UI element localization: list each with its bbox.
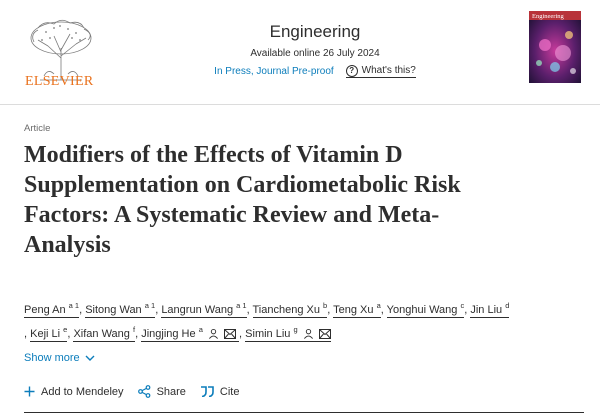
person-icon xyxy=(303,329,313,339)
whats-this-link[interactable]: ? What's this? xyxy=(345,65,416,78)
author-name: Teng Xu xyxy=(333,304,374,316)
author-name: Keji Li xyxy=(30,328,61,340)
cite-label: Cite xyxy=(219,385,240,398)
journal-title[interactable]: Engineering xyxy=(269,22,361,41)
author-name: Langrun Wang xyxy=(161,304,234,316)
author-name: Yonghui Wang xyxy=(386,304,458,316)
author-affiliation: f xyxy=(132,325,136,334)
journal-cover-image[interactable]: Engineering xyxy=(529,11,581,83)
article-type: Article xyxy=(24,123,51,134)
author-link[interactable]: Langrun Wang a 1 xyxy=(161,301,247,318)
author-affiliation: a 1 xyxy=(68,301,80,310)
article-title: Modifiers of the Effects of Vitamin D Su… xyxy=(24,140,584,260)
author-name: Tiancheng Xu xyxy=(252,304,320,316)
share-icon xyxy=(137,385,150,398)
title-line: Supplementation on Cardiometabolic Risk xyxy=(24,172,461,198)
author-name: Simin Liu xyxy=(245,328,291,340)
section-divider xyxy=(24,412,584,413)
author-affiliation: d xyxy=(505,301,510,310)
author-link[interactable]: Simin Liu g xyxy=(245,325,331,342)
author-link[interactable]: Sitong Wan a 1 xyxy=(85,301,156,318)
publisher-name[interactable]: ELSEVIER xyxy=(25,74,94,89)
author-name: Sitong Wan xyxy=(85,304,142,316)
journal-info: Engineering Available online 26 July 202… xyxy=(190,22,440,78)
add-to-mendeley-label: Add to Mendeley xyxy=(41,385,124,398)
author-list: Peng An a 1, Sitong Wan a 1, Langrun Wan… xyxy=(24,301,510,342)
show-more-button[interactable]: Show more xyxy=(24,352,95,364)
author-affiliation: a xyxy=(198,325,203,334)
author-name: Jin Liu xyxy=(470,304,503,316)
header-divider xyxy=(0,104,600,105)
plus-icon xyxy=(24,386,35,397)
title-line: Analysis xyxy=(24,232,111,258)
elsevier-tree-icon[interactable] xyxy=(24,10,98,90)
in-press-link[interactable]: In Press, Journal Pre-proof xyxy=(214,66,334,77)
author-affiliation: g xyxy=(293,325,298,334)
author-name: Peng An xyxy=(24,304,66,316)
cite-button[interactable]: Cite xyxy=(200,385,240,398)
author-affiliation: c xyxy=(460,301,465,310)
share-label: Share xyxy=(156,385,186,398)
author-link[interactable]: Jin Liu d xyxy=(470,301,510,318)
quote-icon xyxy=(200,386,214,397)
mail-icon xyxy=(223,329,236,339)
author-affiliation: e xyxy=(63,325,68,334)
title-line: Modifiers of the Effects of Vitamin D xyxy=(24,142,403,168)
author-affiliation: a 1 xyxy=(144,301,156,310)
author-link[interactable]: Yonghui Wang c xyxy=(386,301,465,318)
author-affiliation: a 1 xyxy=(236,301,247,310)
author-name: Xifan Wang xyxy=(73,328,130,340)
availability-date: Available online 26 July 2024 xyxy=(250,48,380,59)
author-link[interactable]: Peng An a 1 xyxy=(24,301,80,318)
add-to-mendeley-button[interactable]: Add to Mendeley xyxy=(24,386,124,398)
mail-icon xyxy=(318,329,331,339)
article-actions: Add to Mendeley Share Cite xyxy=(24,385,253,398)
author-link[interactable]: Tiancheng Xu b xyxy=(252,301,328,318)
cover-title: Engineering xyxy=(532,13,565,20)
status-row: In Press, Journal Pre-proof ? What's thi… xyxy=(190,65,440,78)
author-name: Jingjing He xyxy=(141,328,196,340)
title-line: Factors: A Systematic Review and Meta- xyxy=(24,202,440,228)
person-icon xyxy=(208,329,218,339)
share-button[interactable]: Share xyxy=(137,385,186,398)
author-link[interactable]: Keji Li e xyxy=(30,325,68,342)
author-link[interactable]: Xifan Wang f xyxy=(73,325,136,342)
author-affiliation: b xyxy=(323,301,328,310)
author-link[interactable]: Jingjing He a xyxy=(141,325,240,342)
author-affiliation: a xyxy=(376,301,381,310)
show-more-label: Show more xyxy=(24,352,80,364)
chevron-down-icon xyxy=(85,355,95,361)
whats-this-label: What's this? xyxy=(361,65,416,76)
author-link[interactable]: Teng Xu a xyxy=(333,301,381,318)
page-header: ELSEVIER Engineering Available online 26… xyxy=(0,0,600,104)
question-icon: ? xyxy=(345,65,358,77)
